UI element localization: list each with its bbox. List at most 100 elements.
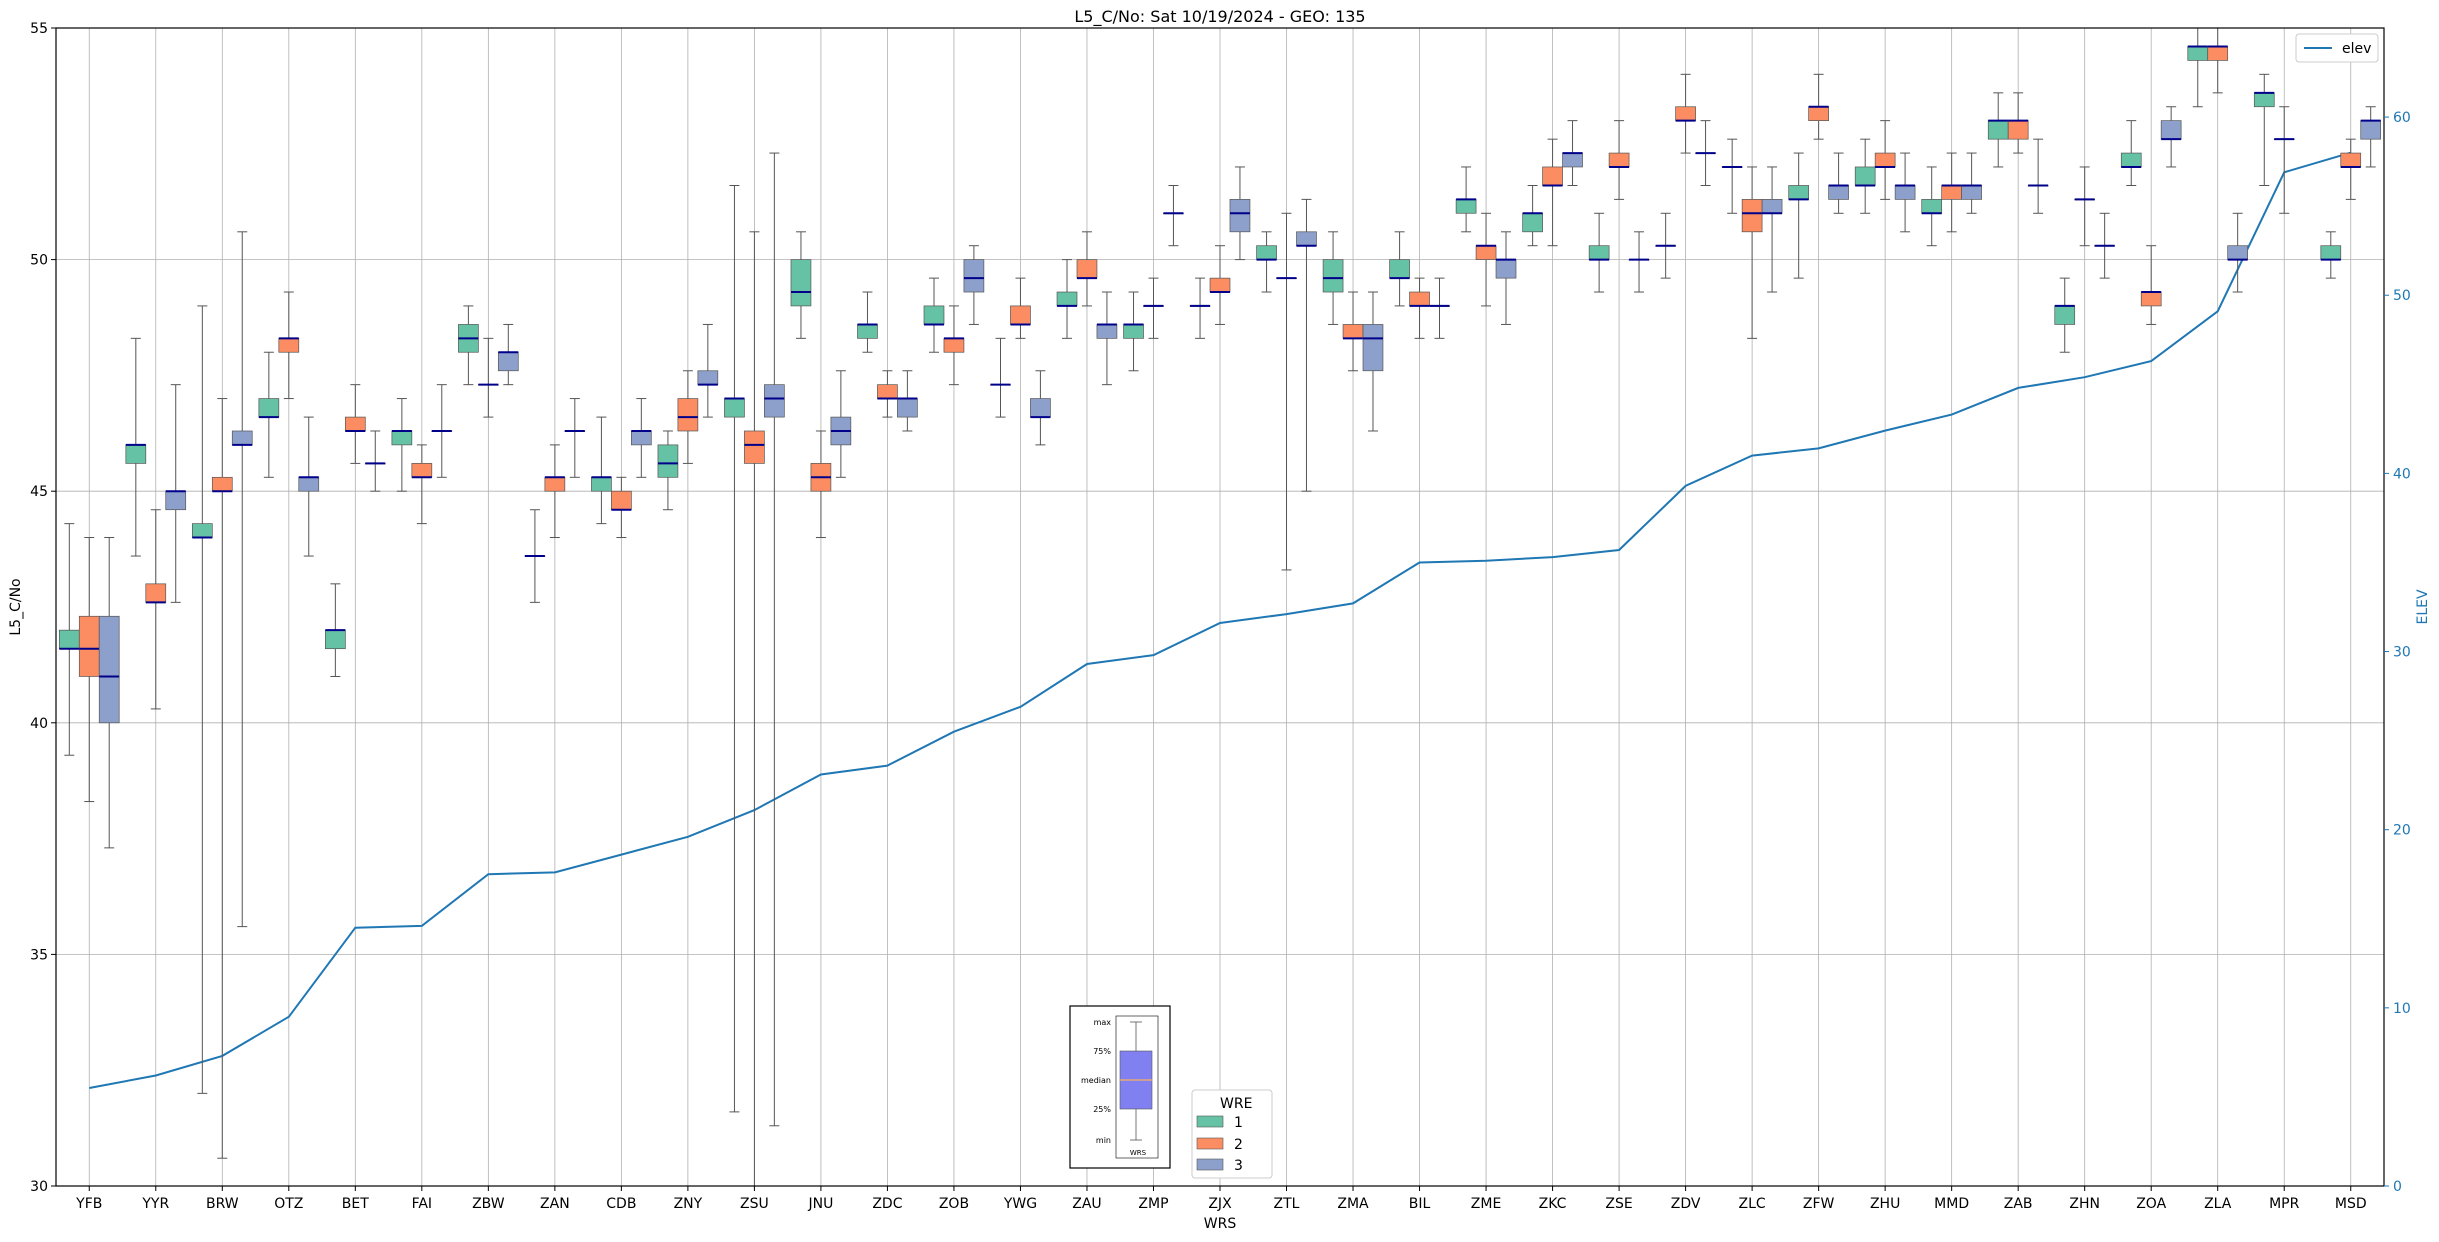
elev-legend-frame [2295,33,2379,63]
box-group [2187,27,2248,293]
box-group [125,337,187,710]
box-body [2007,120,2029,140]
box-body [611,490,632,511]
x-tick-label: ZBW [472,1196,505,1212]
wre-legend: WRE 1 2 3 [1191,1089,1273,1179]
axis-layer: 30 35 40 45 50 55 0 10 20 30 40 50 60 YFB YYR BRW OTZ BET… [30,21,2411,1212]
y2-tick-label: 50 [2393,288,2411,304]
box-group [1921,152,1982,247]
box-body [1921,199,1943,214]
box-body [1675,106,1696,121]
x-tick-label: OTZ [274,1196,303,1212]
box-body [1209,277,1231,293]
box-body [2320,245,2342,260]
y-tick-label: 35 [30,947,48,963]
box-body [1056,291,1078,307]
box-body [1761,199,1783,214]
y2-tick-label: 20 [2393,823,2411,839]
box-body [278,337,300,353]
box-group [58,523,120,849]
box-key-label-min: min [1096,1136,1111,1145]
box-group [1854,120,1916,233]
box-group [2253,73,2295,214]
x-tick-label: BRW [206,1196,239,1212]
box-body [165,490,187,511]
box-group [2054,166,2115,353]
x-tick-label: YWG [1003,1196,1037,1212]
box-key-label-max: max [1094,1018,1112,1027]
x-tick-label: ZSU [740,1196,769,1212]
box-body [544,476,566,492]
elev-legend-label: elev [2342,41,2371,57]
y-tick-label: 45 [30,484,48,500]
elev-legend: elev [2295,33,2379,63]
wre-legend-swatch-1 [1196,1115,1224,1128]
x-tick-label: ZMP [1138,1196,1168,1212]
x-tick-label: CDB [606,1196,636,1212]
box-body [2340,152,2362,168]
box-body [1123,324,1144,339]
box-body [943,337,965,353]
box-body [1941,185,1962,200]
box-body [125,444,147,464]
box-body [1808,106,1829,121]
box-body [1296,231,1317,247]
box-body [1389,259,1410,279]
box-body [192,523,213,538]
x-tick-label: ZSE [1605,1196,1632,1212]
x-tick-label: ZME [1471,1196,1502,1212]
box-group [1788,73,1849,279]
box-body [2054,305,2076,325]
box-group [192,231,253,1159]
box-body [1010,305,1031,325]
x-tick-label: ZAB [2004,1196,2033,1212]
box-body [2140,291,2162,307]
box-body [697,370,719,386]
elev-line [89,151,2351,1089]
box-group [1987,92,2049,214]
box-body [877,384,898,399]
elev-line-layer [89,151,2351,1089]
box-body [78,615,100,677]
x-tick-label: ZOA [2136,1196,2166,1212]
x-tick-label: ZDC [872,1196,902,1212]
x-tick-label: ZFW [1803,1196,1835,1212]
box-body [325,629,346,650]
box-layer [58,27,2382,1187]
x-tick-label: YYR [141,1196,169,1212]
box-body [1229,199,1251,233]
wre-legend-swatch-2 [1196,1137,1224,1150]
box-group [657,323,719,511]
box-body [1342,324,1364,339]
box-body [211,476,233,492]
box-body [1256,245,1277,260]
box-body [1096,324,1118,339]
box-body [411,463,433,478]
box-body [1828,185,1849,200]
box-body [1608,152,1630,168]
x-tick-label: ZJX [1208,1196,1232,1212]
box-key-inset: max 75% median 25% min WRS [1069,1005,1171,1169]
box-group [325,384,386,677]
wre-legend-label-3: 3 [1234,1158,1243,1174]
box-body [1409,291,1430,307]
box-body [1495,259,1517,279]
box-group [591,398,652,539]
box-group [790,231,852,539]
x-tick-label: MPR [2269,1196,2300,1212]
box-body [145,583,167,603]
box-body [1741,199,1763,233]
box-group [1322,231,1384,432]
box-body [1322,259,1344,293]
box-body [923,305,945,325]
wre-legend-swatch-3 [1196,1158,1224,1171]
x-tick-label: BET [342,1196,369,1212]
box-group [1189,166,1251,339]
wre-legend-label-2: 2 [1234,1137,1243,1153]
box-key-label-75: 75% [1093,1047,1111,1056]
x-tick-label: ZAU [1072,1196,1101,1212]
box-body [58,629,80,650]
box-body [897,398,918,418]
